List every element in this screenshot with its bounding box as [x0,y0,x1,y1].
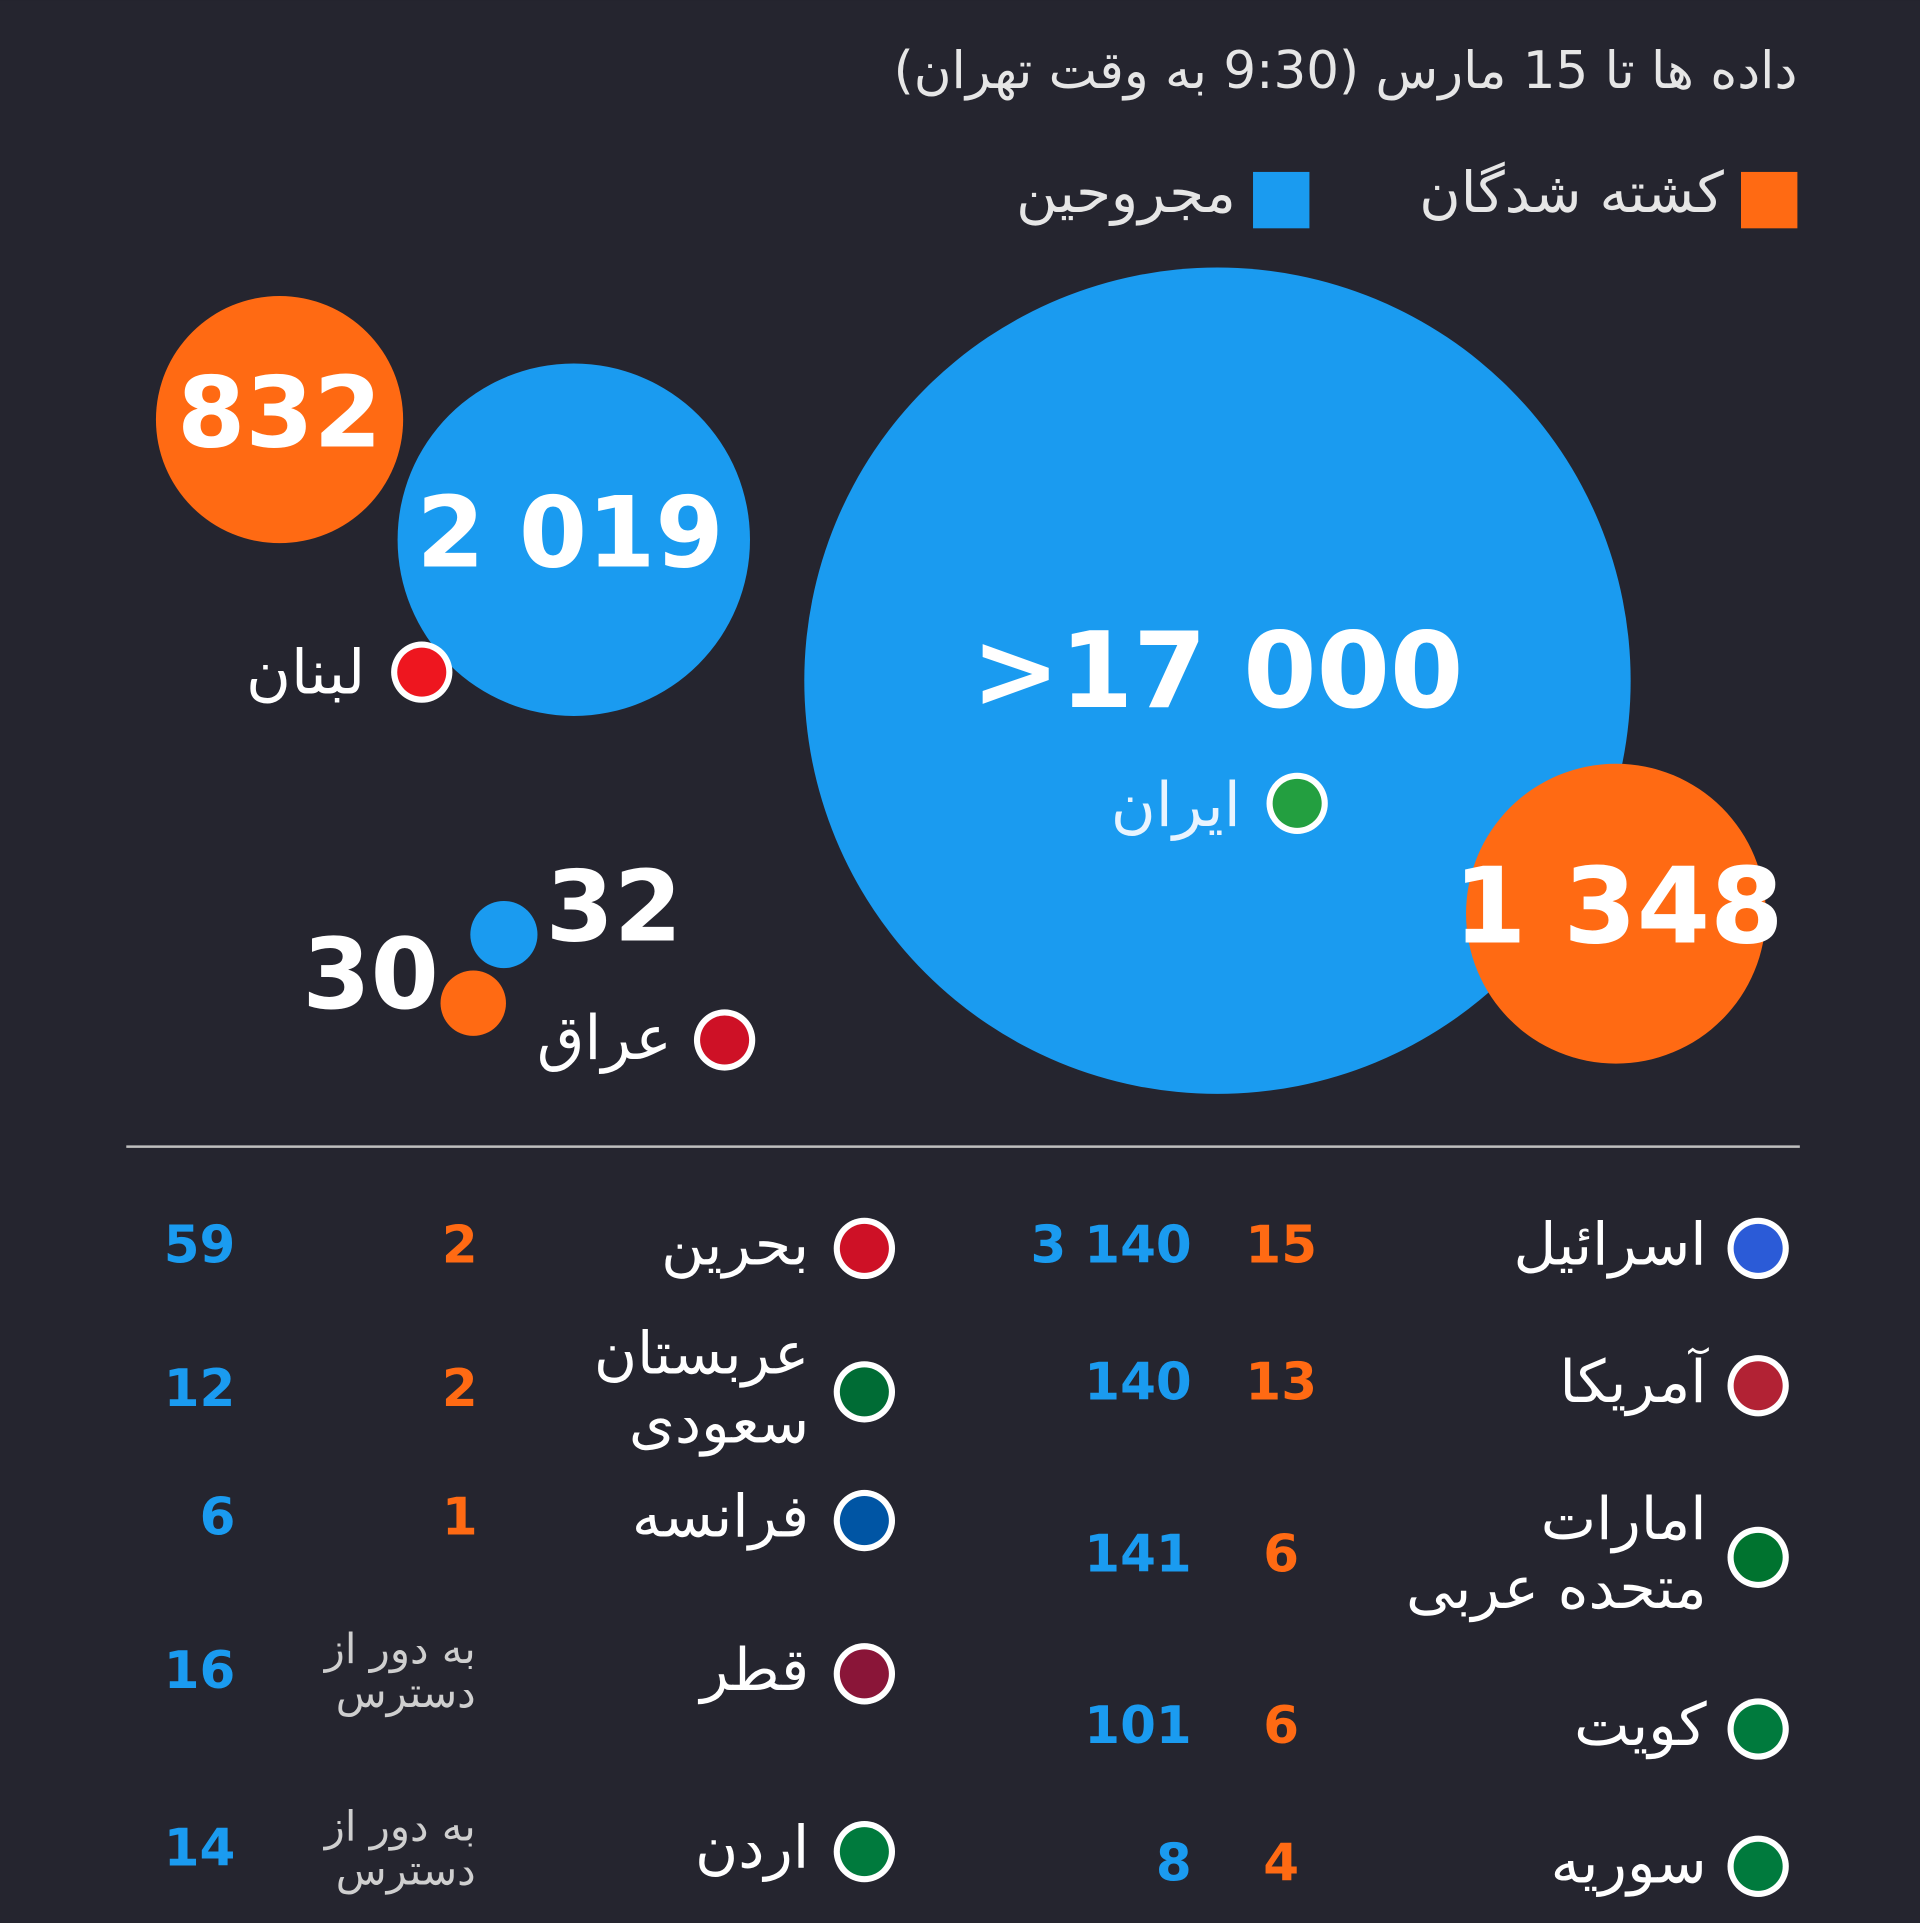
bubble [397,363,750,716]
flag [1272,778,1322,828]
killed-value: 2 [442,1215,478,1275]
legend-swatch [1253,171,1310,229]
bubble [804,267,1631,1094]
killed-note: به دور از [323,1802,476,1851]
flag [1733,1532,1783,1582]
flag [839,1649,889,1699]
flag [839,1496,889,1546]
country-name: امارات [1541,1484,1707,1553]
country-name: بحرین [661,1210,809,1280]
killed-value: 2 [442,1359,478,1419]
legend-swatch [1740,171,1798,229]
flag [839,1223,889,1273]
injured-value: 12 [164,1359,236,1419]
killed-value: 1 [442,1488,478,1548]
injured-value: 6 [200,1488,236,1548]
injured-value: 59 [164,1215,236,1275]
injured-value: 141 [1084,1524,1191,1584]
country-name: سوریه [1551,1827,1707,1897]
bubble [1466,763,1766,1064]
killed-note: دسترس [336,1846,476,1895]
flag [1733,1223,1783,1273]
flag [397,647,447,697]
country-name: آمریکا [1560,1347,1710,1417]
country-name: فرانسه [632,1482,809,1552]
injured-value: 14 [164,1819,236,1879]
flag [700,1015,750,1065]
bubble [440,970,506,1036]
country-label: لبنان [246,638,365,709]
flag [1733,1704,1783,1754]
killed-note: به دور از [323,1624,476,1673]
killed-value: 6 [1263,1524,1299,1584]
injured-value: 3 140 [1031,1215,1192,1275]
injured-value: 16 [164,1641,236,1701]
country-name: عربستان [594,1319,809,1389]
bubble-label: 1 348 [1453,844,1783,967]
injured-value: 8 [1156,1833,1192,1893]
killed-value: 6 [1263,1696,1299,1756]
flag [839,1827,889,1877]
injured-value: 101 [1084,1696,1191,1756]
country-name: قطر [697,1635,809,1705]
country-label: ایران [1111,770,1241,841]
legend-label: کشته شدگان [1419,161,1724,226]
killed-note: دسترس [336,1668,476,1717]
subtitle: داده ها تا 15 مارس (9:30 به وقت تهران) [894,41,1798,101]
country-name: کویت [1574,1690,1708,1760]
flag [1733,1841,1783,1891]
country-name: اردن [695,1813,809,1882]
bubble-label: 30 [302,918,439,1032]
bubble-label: 2 019 [417,477,724,591]
bubble-label: >17 000 [972,609,1464,732]
flag [1733,1361,1783,1411]
bubble-label: 32 [546,851,683,965]
killed-value: 15 [1245,1215,1317,1275]
country-name: اسرائیل [1513,1210,1706,1280]
bubble [155,295,404,544]
injured-value: 140 [1084,1353,1191,1413]
bubble-label: 832 [177,356,382,470]
flag [839,1367,889,1417]
killed-value: 13 [1245,1353,1317,1413]
legend-label: مجروحین [1016,161,1236,226]
country-name: سعودی [629,1387,809,1457]
bubble [470,900,538,969]
country-label: عراق [537,1003,672,1074]
killed-value: 4 [1263,1833,1299,1893]
country-name: متحده عربی [1406,1553,1707,1623]
